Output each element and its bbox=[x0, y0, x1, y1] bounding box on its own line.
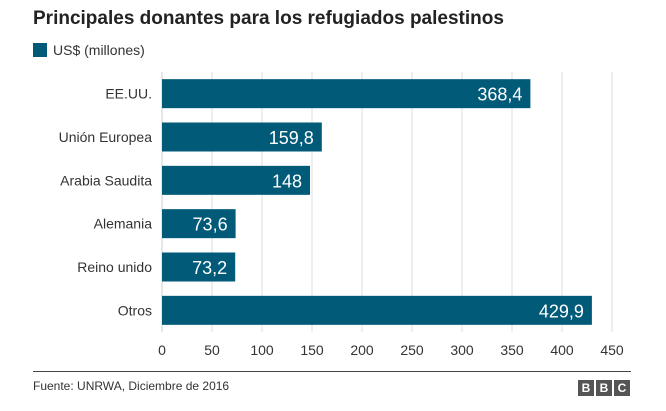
x-tick-label: 400 bbox=[550, 342, 574, 358]
bar bbox=[162, 122, 322, 152]
bbc-logo-letter: C bbox=[614, 380, 630, 396]
bbc-logo-letter: B bbox=[578, 380, 594, 396]
bar bbox=[162, 165, 310, 195]
x-tick-label: 200 bbox=[350, 342, 374, 358]
bar-value-label: 73,6 bbox=[193, 215, 228, 235]
x-tick-label: 300 bbox=[450, 342, 474, 358]
bar-value-label: 73,2 bbox=[192, 258, 227, 278]
legend-swatch bbox=[33, 43, 47, 57]
source-note: Fuente: UNRWA, Diciembre de 2016 bbox=[33, 379, 230, 393]
bar-value-label: 148 bbox=[272, 171, 302, 191]
chart-title: Principales donantes para los refugiados… bbox=[33, 8, 504, 29]
bar bbox=[162, 252, 236, 282]
bar bbox=[162, 209, 236, 239]
bbc-logo: B B C bbox=[578, 380, 630, 396]
bar-value-label: 159,8 bbox=[269, 128, 314, 148]
x-tick-label: 150 bbox=[300, 342, 324, 358]
legend-label: US$ (millones) bbox=[53, 42, 145, 58]
bar bbox=[162, 295, 592, 325]
category-label: Unión Europea bbox=[59, 129, 153, 145]
category-label: Arabia Saudita bbox=[60, 172, 152, 188]
bar-value-label: 368,4 bbox=[477, 85, 522, 105]
category-label: EE.UU. bbox=[105, 86, 152, 102]
legend: US$ (millones) bbox=[33, 42, 145, 58]
category-label: Alemania bbox=[94, 216, 153, 232]
bar-value-label: 429,9 bbox=[539, 301, 584, 321]
x-tick-label: 0 bbox=[158, 342, 166, 358]
x-tick-label: 100 bbox=[250, 342, 274, 358]
bbc-logo-letter: B bbox=[596, 380, 612, 396]
category-label: Reino unido bbox=[77, 259, 152, 275]
category-label: Otros bbox=[118, 302, 152, 318]
x-tick-label: 50 bbox=[204, 342, 220, 358]
x-tick-label: 250 bbox=[400, 342, 424, 358]
x-tick-label: 350 bbox=[500, 342, 524, 358]
footer-divider bbox=[33, 371, 631, 372]
x-tick-label: 450 bbox=[600, 342, 624, 358]
bar bbox=[162, 79, 531, 109]
